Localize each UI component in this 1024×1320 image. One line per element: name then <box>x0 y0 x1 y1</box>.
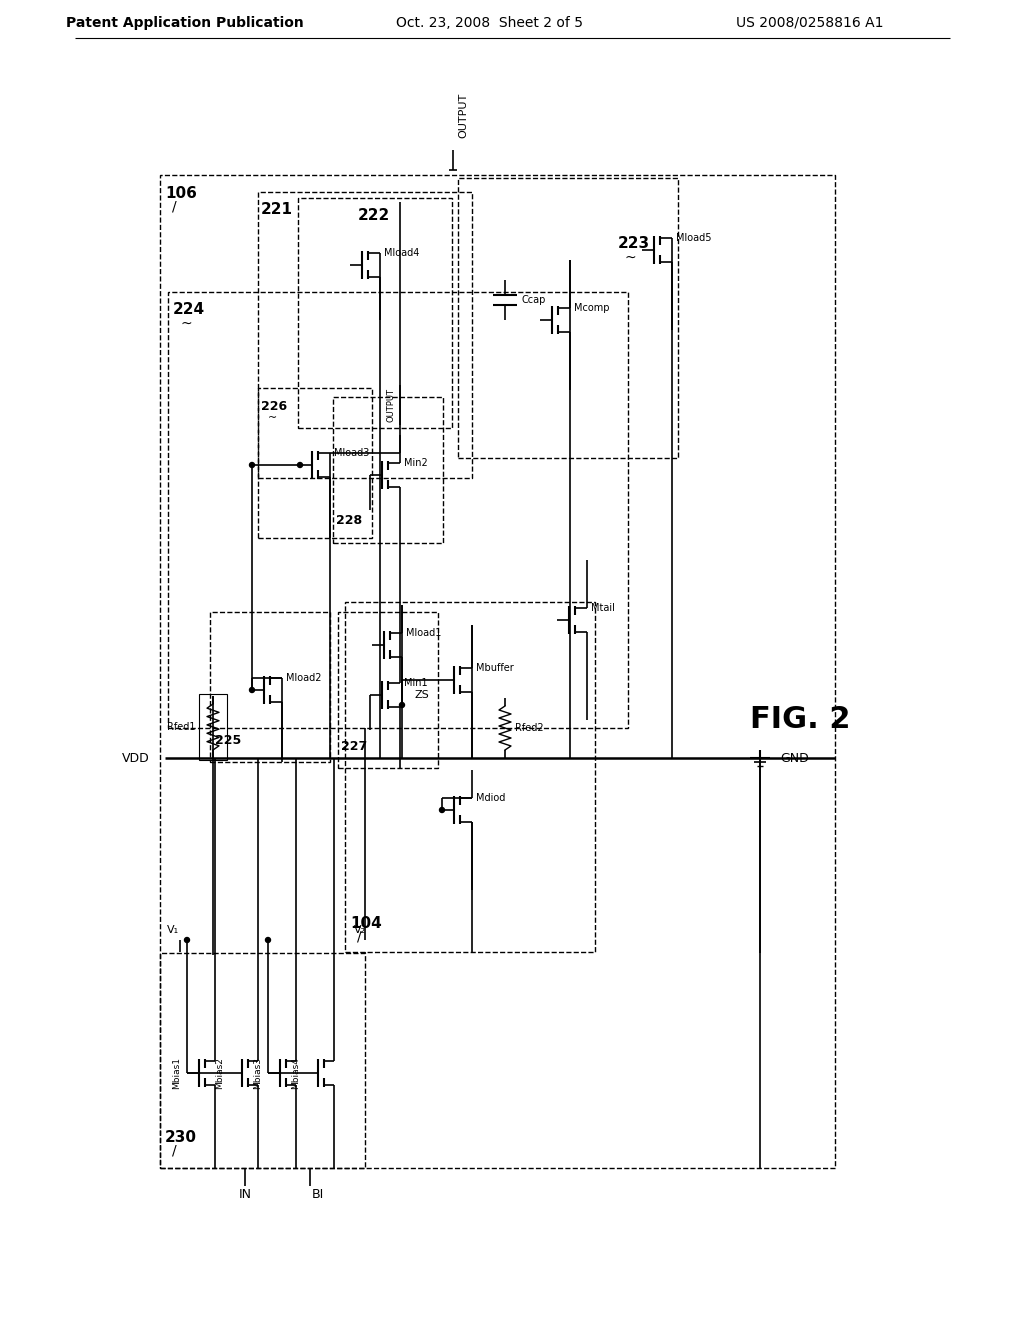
Text: Mload4: Mload4 <box>384 248 420 257</box>
Text: ZS: ZS <box>415 690 429 700</box>
Circle shape <box>250 462 255 467</box>
Bar <box>298 198 452 428</box>
Bar <box>210 612 330 762</box>
Text: FIG. 2: FIG. 2 <box>750 705 850 734</box>
Text: Mload3: Mload3 <box>334 447 370 458</box>
Circle shape <box>250 688 255 693</box>
Text: Ccap: Ccap <box>521 294 546 305</box>
Text: /: / <box>172 201 176 214</box>
Bar <box>258 191 472 478</box>
Text: Mdiod: Mdiod <box>476 793 506 803</box>
Bar <box>258 388 372 539</box>
Text: Mload5: Mload5 <box>676 234 712 243</box>
Text: OUTPUT: OUTPUT <box>386 388 395 422</box>
Text: 224: 224 <box>173 302 205 318</box>
Text: Mtail: Mtail <box>591 603 614 612</box>
Text: Mbias4: Mbias4 <box>292 1057 300 1089</box>
Text: ~: ~ <box>625 251 637 265</box>
Text: 104: 104 <box>350 916 382 932</box>
Text: /: / <box>357 929 361 942</box>
Circle shape <box>439 808 444 813</box>
Text: Mbuffer: Mbuffer <box>476 663 514 673</box>
Text: 226: 226 <box>261 400 287 412</box>
Text: /: / <box>172 1143 176 1158</box>
Text: OUTPUT: OUTPUT <box>458 92 468 137</box>
Text: ~: ~ <box>180 317 191 331</box>
Text: VDD: VDD <box>122 751 150 764</box>
Bar <box>199 694 227 760</box>
Bar <box>345 602 595 952</box>
Text: Min2: Min2 <box>404 458 428 469</box>
Text: BI: BI <box>312 1188 325 1200</box>
Circle shape <box>399 702 404 708</box>
Text: Mload2: Mload2 <box>286 673 322 682</box>
Text: Mload1: Mload1 <box>406 628 441 638</box>
Text: Rfed1: Rfed1 <box>167 722 195 733</box>
Text: V₂: V₂ <box>354 925 366 935</box>
Text: Mbias3: Mbias3 <box>254 1057 262 1089</box>
Text: US 2008/0258816 A1: US 2008/0258816 A1 <box>736 16 884 30</box>
Text: Mbias2: Mbias2 <box>215 1057 224 1089</box>
Text: 221: 221 <box>261 202 293 218</box>
Text: Mcomp: Mcomp <box>574 304 609 313</box>
Bar <box>338 612 438 768</box>
Bar <box>168 292 628 729</box>
Bar <box>160 953 365 1168</box>
Circle shape <box>265 937 270 942</box>
Text: 227: 227 <box>341 739 368 752</box>
Text: 106: 106 <box>165 186 197 201</box>
Circle shape <box>184 937 189 942</box>
Text: Mbias1: Mbias1 <box>172 1057 181 1089</box>
Text: GND: GND <box>780 751 809 764</box>
Text: Min1: Min1 <box>404 678 428 688</box>
Text: IN: IN <box>239 1188 252 1200</box>
Text: Patent Application Publication: Patent Application Publication <box>67 16 304 30</box>
Text: 225: 225 <box>215 734 242 747</box>
Text: 222: 222 <box>358 209 390 223</box>
Text: 228: 228 <box>336 515 362 528</box>
Text: 223: 223 <box>618 235 650 251</box>
Bar <box>160 176 835 1168</box>
Text: Oct. 23, 2008  Sheet 2 of 5: Oct. 23, 2008 Sheet 2 of 5 <box>396 16 584 30</box>
Text: ~: ~ <box>268 413 278 422</box>
Text: V₁: V₁ <box>167 925 179 935</box>
Text: 230: 230 <box>165 1130 197 1146</box>
Text: Rfed2: Rfed2 <box>515 723 544 733</box>
Bar <box>458 178 678 458</box>
Bar <box>333 397 443 543</box>
Circle shape <box>298 462 302 467</box>
